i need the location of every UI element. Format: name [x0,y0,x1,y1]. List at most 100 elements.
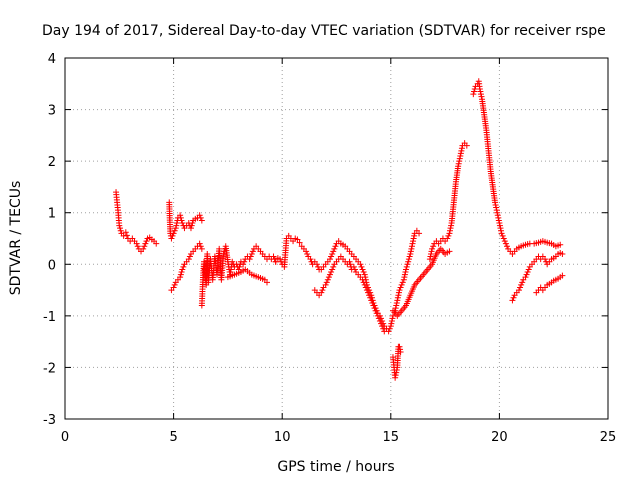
data-point [524,269,531,276]
data-point [394,294,401,301]
data-point [463,142,470,149]
data-point [304,250,311,257]
data-point [375,315,382,322]
data-point [476,85,483,92]
data-point [471,85,478,92]
data-point [458,147,465,154]
data-point [272,258,279,265]
data-point [392,374,399,381]
data-point [519,279,526,286]
data-point [369,299,376,306]
data-point [401,271,408,278]
x-tick-label: 5 [169,430,177,445]
data-point [393,302,400,309]
data-point [323,279,330,286]
data-point [229,258,236,265]
data-point [357,261,364,268]
data-point [395,289,402,296]
data-point [370,302,377,309]
data-point [398,281,405,288]
data-point [179,266,186,273]
data-point [407,248,414,255]
data-point [240,261,247,268]
data-point [392,372,399,379]
data-point [364,289,371,296]
data-point [178,217,185,224]
data-point [517,284,524,291]
data-point [313,261,320,268]
data-point [389,315,396,322]
data-point [180,263,187,270]
data-point [522,274,529,281]
data-point [378,320,385,327]
data-point [504,243,511,250]
data-point [523,271,530,278]
data-point [329,266,336,273]
data-point [542,256,549,263]
data-point [123,232,130,239]
x-tick-label: 15 [383,430,400,445]
data-point [120,232,127,239]
data-point [502,240,509,247]
data-point [326,256,333,263]
data-point [470,91,477,98]
data-point [247,253,254,260]
data-point [455,160,462,167]
data-point [410,235,417,242]
data-point [393,367,400,374]
data-point [399,279,406,286]
data-point [446,248,453,255]
data-point [393,299,400,306]
data-point [371,305,378,312]
chart-title: Day 194 of 2017, Sidereal Day-to-day VTE… [42,23,606,39]
data-point [186,253,193,260]
data-point [172,225,179,232]
data-point [446,227,453,234]
data-point [458,145,465,152]
data-point [493,207,500,214]
data-point [392,305,399,312]
data-point [170,230,177,237]
data-point [177,271,184,278]
data-point [429,245,436,252]
data-point [445,232,452,239]
data-point [396,343,403,350]
data-point [177,274,184,281]
y-tick-label: -2 [43,361,56,376]
x-tick-label: 20 [491,430,508,445]
data-point [296,239,303,246]
data-point [270,253,277,260]
data-point [360,279,367,286]
data-point [196,212,203,219]
data-point [368,297,375,304]
data-point [497,225,504,232]
data-point [198,217,205,224]
data-point [329,250,336,257]
data-point [271,256,278,263]
data-point [315,263,322,270]
data-point [477,88,484,95]
data-point [373,310,380,317]
data-point [117,225,124,232]
data-point [277,256,284,263]
data-point [171,227,178,234]
data-point [518,281,525,288]
data-point [515,287,522,294]
data-point [177,214,184,221]
data-point [404,261,411,268]
data-point [249,248,256,255]
data-point [428,248,435,255]
data-point [471,88,478,95]
data-point [173,222,180,229]
data-point [500,235,507,242]
data-point [319,287,326,294]
y-tick-label: 4 [48,52,56,67]
data-point [456,158,463,165]
data-point [122,229,129,236]
data-point [510,294,517,301]
data-point [116,222,123,229]
data-point [220,250,227,257]
data-point [294,236,301,243]
data-point [189,220,196,227]
